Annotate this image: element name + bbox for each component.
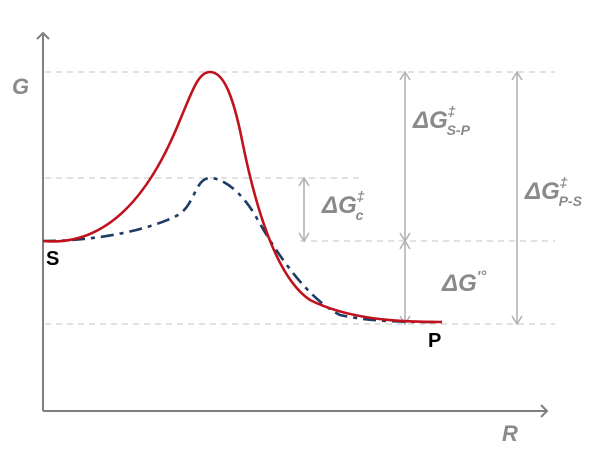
dg-sp-label: ΔG‡ S-P — [412, 103, 471, 138]
dg-sp-sup: ‡ — [448, 103, 456, 119]
catalyzed-curve — [42, 176, 443, 324]
dg-std-sup: '° — [477, 268, 488, 285]
y-axis-label: G — [12, 74, 29, 99]
substrate-label: S — [46, 248, 59, 270]
uncatalyzed-curve — [42, 70, 443, 324]
dg-sp-sub: S-P — [447, 122, 471, 138]
dg-ps-sup: ‡ — [560, 174, 568, 190]
dg-std-label: ΔG'° — [441, 268, 487, 297]
dg-c-label: ΔG‡ c — [321, 188, 365, 223]
x-axis-label: R — [502, 421, 518, 446]
dg-ps-label: ΔG‡ P-S — [524, 174, 583, 209]
dg-std-main: ΔG — [441, 270, 477, 297]
guide-lines — [45, 71, 555, 325]
dg-c-sub: c — [356, 207, 364, 223]
axes — [36, 31, 549, 418]
product-label: P — [428, 330, 441, 352]
dg-c-sup: ‡ — [357, 188, 365, 204]
dg-c-main: ΔG — [321, 192, 357, 219]
energy-arrows — [298, 70, 523, 326]
dg-ps-sub: P-S — [559, 193, 583, 209]
dg-ps-main: ΔG — [524, 178, 560, 205]
dg-sp-main: ΔG — [412, 107, 448, 134]
